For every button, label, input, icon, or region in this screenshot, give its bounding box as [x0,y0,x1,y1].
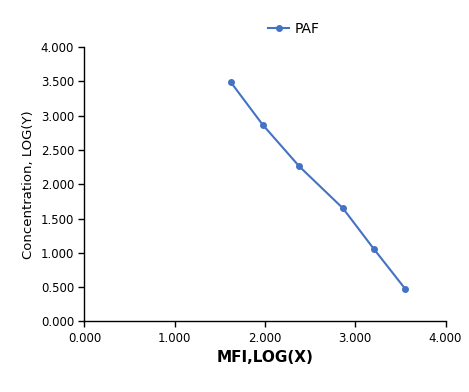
PAF [403,287,408,292]
PAF [228,80,234,84]
PAF [296,164,302,169]
PAF [260,122,265,127]
Legend: PAF: PAF [264,18,324,41]
PAF [340,206,346,211]
Y-axis label: Concentration, LOG(Y): Concentration, LOG(Y) [22,110,35,259]
PAF [371,247,377,251]
Line: PAF: PAF [228,79,408,292]
X-axis label: MFI,LOG(X): MFI,LOG(X) [217,350,313,365]
